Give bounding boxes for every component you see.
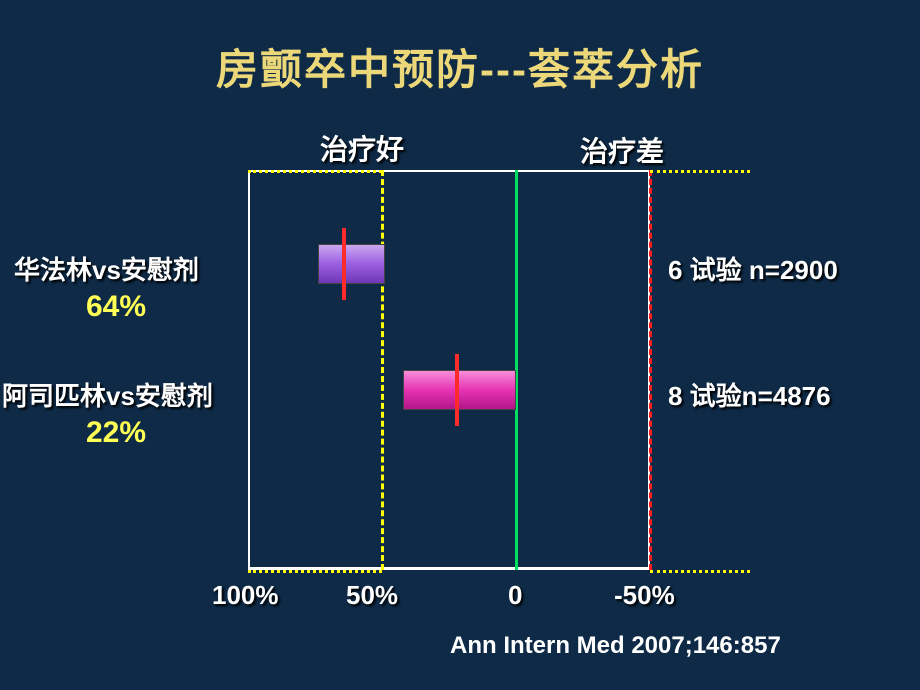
row-label-warfarin: 华法林vs安慰剂	[14, 250, 199, 287]
top-guide-dash-right	[650, 170, 750, 173]
minus-fifty-reference-line	[649, 170, 652, 570]
row-trials-aspirin: 8 试验n=4876	[668, 376, 831, 413]
bottom-guide-dash	[248, 570, 382, 573]
xaxis-tick-0: 0	[508, 580, 522, 611]
bottom-guide-dash-right	[650, 570, 750, 573]
region-better-label: 治疗好	[320, 128, 404, 168]
fifty-reference-line	[381, 170, 384, 570]
region-worse-label: 治疗差	[580, 130, 664, 170]
slide-title: 房颤卒中预防---荟萃分析	[0, 36, 920, 97]
row-pct-aspirin: 22%	[86, 416, 146, 450]
xaxis-tick-neg50: -50%	[614, 580, 675, 611]
top-guide-dash	[248, 170, 382, 173]
point-estimate-line-warfarin	[342, 228, 346, 300]
forest-bar-warfarin	[318, 244, 385, 284]
citation-text: Ann Intern Med 2007;146:857	[450, 632, 781, 660]
row-trials-warfarin: 6 试验 n=2900	[668, 250, 838, 287]
point-estimate-line-aspirin	[455, 354, 459, 426]
forest-bar-aspirin	[403, 370, 516, 410]
row-pct-warfarin: 64%	[86, 290, 146, 324]
xaxis-tick-100: 100%	[212, 580, 279, 611]
xaxis-tick-50: 50%	[346, 580, 398, 611]
row-label-aspirin: 阿司匹林vs安慰剂	[2, 376, 213, 413]
